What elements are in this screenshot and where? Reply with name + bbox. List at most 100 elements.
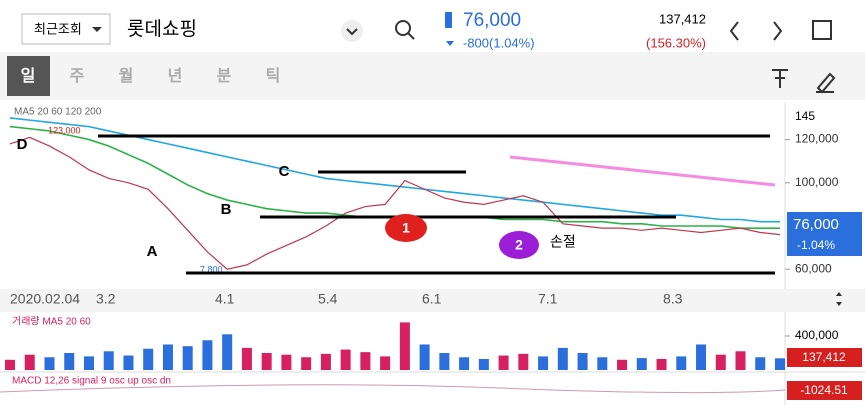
volume-bar xyxy=(44,357,55,370)
trend-line xyxy=(509,155,776,187)
legend: MA5 20 60 120 200 xyxy=(14,107,102,118)
volume-bar xyxy=(518,353,529,370)
volume-tag-box xyxy=(787,348,862,367)
volume-bar xyxy=(261,352,272,370)
volume-bar xyxy=(162,344,173,370)
tab-selected xyxy=(7,56,50,96)
tab-bar xyxy=(0,52,865,100)
volume-bar xyxy=(478,358,489,370)
tab[interactable]: 일 xyxy=(21,67,36,85)
annotation-label: B xyxy=(221,201,232,218)
volume-bar xyxy=(498,355,509,370)
annotation-label: 손절 xyxy=(550,234,576,250)
high-label: 123,000 xyxy=(48,125,81,135)
volume-bar xyxy=(696,344,707,370)
annotation-label: 2 xyxy=(515,237,523,253)
expand-button[interactable] xyxy=(341,20,363,42)
volume-bar xyxy=(775,358,785,370)
y-tick-label: 400,000 xyxy=(795,328,839,342)
next-button[interactable] xyxy=(773,21,783,41)
selector[interactable]: 최근조회 xyxy=(34,21,82,36)
annotation-label: C xyxy=(279,163,290,180)
volume-bar xyxy=(459,357,470,370)
scale-toggle[interactable] xyxy=(836,292,842,306)
x-label: 4.1 xyxy=(215,291,235,307)
date-axis xyxy=(0,289,865,312)
volume-bar xyxy=(617,359,628,370)
volume-tag: 137,412 xyxy=(802,350,846,364)
volume-bar xyxy=(597,357,608,370)
volume-bar xyxy=(320,353,331,370)
search-handle xyxy=(407,32,415,40)
annotation-label: A xyxy=(147,243,158,260)
volume-bar xyxy=(399,322,410,370)
marker-2 xyxy=(499,231,539,259)
volume-bar xyxy=(715,354,726,370)
volume-bar xyxy=(222,334,233,370)
volume-bar xyxy=(439,352,450,370)
volume-bar xyxy=(360,352,371,370)
volume-bar xyxy=(557,347,568,370)
x-label: 3.2 xyxy=(96,291,116,307)
change: -800(1.04%) xyxy=(463,35,535,50)
volume-bar xyxy=(419,344,430,370)
tab[interactable]: 년 xyxy=(168,66,183,85)
y-tick-label: 100,000 xyxy=(795,175,839,189)
volume-bar xyxy=(281,354,292,370)
y-tick-label: 120,000 xyxy=(795,132,839,146)
price-tag-box xyxy=(787,212,862,256)
scale-label: 145 xyxy=(795,109,815,123)
expand-icon xyxy=(346,28,358,36)
macd-tag-box xyxy=(787,381,862,400)
volume-bar xyxy=(83,356,94,370)
stock-name: 롯데쇼핑 xyxy=(127,18,197,40)
tab[interactable]: 분 xyxy=(217,67,232,85)
draw-icon[interactable] xyxy=(816,72,836,94)
indicator-icon[interactable] xyxy=(772,69,788,88)
volume-bar xyxy=(202,340,213,370)
volume-bar xyxy=(735,351,746,370)
tab[interactable]: 주 xyxy=(70,67,85,85)
add-button[interactable] xyxy=(812,20,832,40)
x-label: 6.1 xyxy=(422,291,442,307)
x-label: 7.1 xyxy=(538,291,558,307)
volume-bar xyxy=(123,355,134,370)
macd-line xyxy=(0,384,786,394)
volume-bar xyxy=(103,351,114,370)
x-label: 2020.02.04 xyxy=(10,291,80,307)
search-icon[interactable] xyxy=(395,20,411,36)
down-arrow xyxy=(446,41,454,46)
macd-legend: MACD 12,26 signal 9 osc up osc dn xyxy=(12,376,171,387)
volume-bar xyxy=(241,347,252,370)
volume-ratio: (156.30%) xyxy=(646,35,706,50)
volume-bar xyxy=(538,356,549,370)
prev-button[interactable] xyxy=(729,21,739,41)
price-tag: 76,000 xyxy=(793,216,839,233)
x-label: 8.3 xyxy=(663,291,683,307)
volume-bar xyxy=(676,356,687,370)
volume-bar xyxy=(5,359,15,370)
price: 76,000 xyxy=(463,10,521,31)
volume-bar xyxy=(380,356,391,370)
volume-bar xyxy=(340,349,351,370)
volume-bar xyxy=(301,357,312,370)
macd-tag: -1024.51 xyxy=(800,383,848,397)
tab[interactable]: 틱 xyxy=(266,67,281,85)
volume-bar xyxy=(64,352,75,370)
price-icon xyxy=(445,12,452,28)
change-tag: -1.04% xyxy=(797,238,835,252)
annotation-label: D xyxy=(17,136,28,153)
dropdown-arrow xyxy=(92,27,102,32)
volume-bar xyxy=(143,348,154,370)
low-label: 7,800 xyxy=(200,264,223,274)
volume-bar xyxy=(182,346,193,370)
marker-1 xyxy=(385,214,427,242)
volume-bar xyxy=(656,358,667,370)
volume-bar xyxy=(636,358,647,370)
series-line xyxy=(9,136,781,270)
volume-bar xyxy=(755,357,766,370)
tab[interactable]: 월 xyxy=(119,67,134,85)
annotation-label: 1 xyxy=(402,220,410,236)
x-label: 5.4 xyxy=(318,291,338,307)
